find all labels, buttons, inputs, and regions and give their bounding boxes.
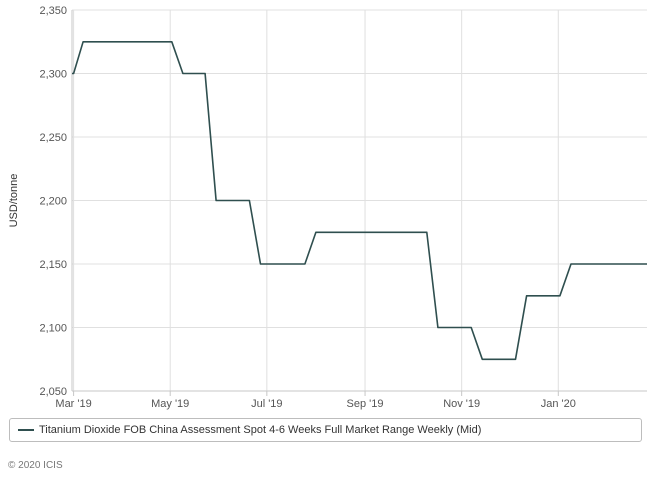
legend[interactable]: Titanium Dioxide FOB China Assessment Sp…: [9, 418, 642, 442]
series-line: [72, 41, 647, 361]
x-tick-label: Jan '20: [541, 398, 576, 410]
y-gridlines: [72, 9, 647, 328]
copyright-text: © 2020 ICIS: [8, 460, 63, 471]
x-axis-ticks: Mar '19 May '19 Jul '19 Sep '19 Nov '19 Jan '…: [55, 391, 576, 410]
y-tick-label: 2,300: [39, 69, 67, 81]
x-tick-label: Nov '19: [443, 398, 480, 410]
x-tick-label: Jul '19: [251, 398, 282, 410]
y-tick-label: 2,150: [39, 259, 67, 271]
legend-label: Titanium Dioxide FOB China Assessment Sp…: [39, 424, 482, 436]
x-tick-label: Mar '19: [55, 398, 91, 410]
y-tick-label: 2,050: [39, 386, 67, 398]
y-tick-label: 2,200: [39, 196, 67, 208]
series-layer: [72, 41, 647, 361]
y-axis-title: USD/tonne: [8, 174, 20, 228]
chart: 2,050 2,100 2,150 2,200 2,250 2,300 2,350 Mar …: [8, 5, 647, 410]
y-tick-label: 2,250: [39, 132, 67, 144]
x-tick-label: May '19: [151, 398, 189, 410]
y-tick-label: 2,350: [39, 5, 67, 17]
legend-swatch: [18, 429, 34, 431]
y-axis-ticks: 2,050 2,100 2,150 2,200 2,250 2,300 2,350: [39, 5, 67, 398]
x-tick-label: Sep '19: [347, 398, 384, 410]
y-tick-label: 2,100: [39, 323, 67, 335]
